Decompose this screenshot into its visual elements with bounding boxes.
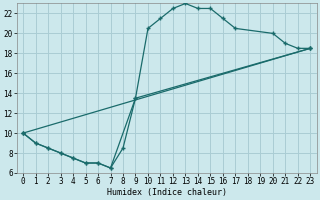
X-axis label: Humidex (Indice chaleur): Humidex (Indice chaleur) <box>107 188 227 197</box>
